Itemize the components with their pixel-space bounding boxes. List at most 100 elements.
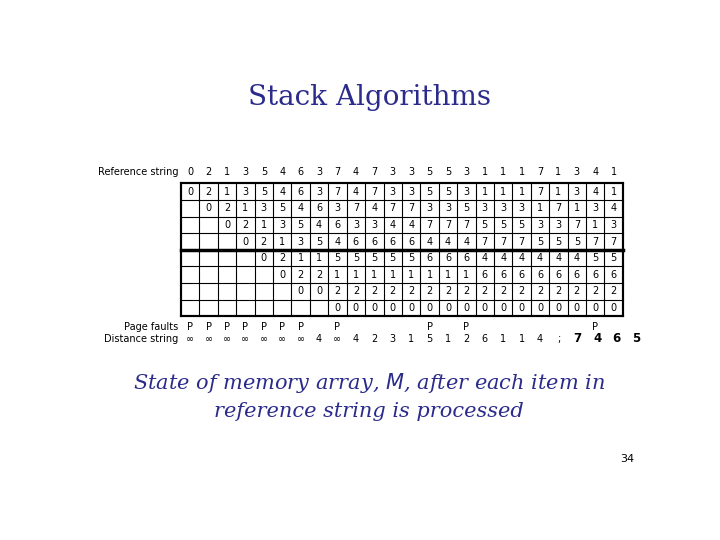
Text: 6: 6	[482, 270, 488, 280]
Text: 0: 0	[279, 270, 285, 280]
Text: 7: 7	[574, 220, 580, 230]
Text: 1: 1	[426, 270, 433, 280]
Text: 7: 7	[518, 237, 525, 247]
Text: 1: 1	[611, 167, 617, 178]
Text: 0: 0	[316, 286, 322, 296]
Text: P: P	[426, 322, 433, 332]
Text: reference string is processed: reference string is processed	[214, 402, 524, 422]
Text: 6: 6	[611, 270, 617, 280]
Text: 4: 4	[408, 220, 414, 230]
Text: 4: 4	[334, 237, 341, 247]
Text: 3: 3	[243, 187, 248, 197]
Text: 6: 6	[612, 332, 621, 345]
Text: 3: 3	[353, 220, 359, 230]
Text: 2: 2	[261, 237, 267, 247]
Text: 3: 3	[316, 187, 322, 197]
Text: 1: 1	[297, 253, 304, 263]
Text: 1: 1	[445, 334, 451, 344]
Text: 5: 5	[408, 253, 414, 263]
Text: 4: 4	[537, 253, 543, 263]
Text: 6: 6	[426, 253, 433, 263]
Text: P: P	[335, 322, 341, 332]
Text: 4: 4	[593, 187, 598, 197]
Text: ∞: ∞	[278, 334, 287, 344]
Text: 3: 3	[316, 167, 322, 178]
Text: 5: 5	[426, 167, 433, 178]
Text: 7: 7	[408, 203, 414, 213]
Text: 2: 2	[426, 286, 433, 296]
Text: 2: 2	[518, 286, 525, 296]
Text: 0: 0	[555, 303, 562, 313]
Text: 5: 5	[334, 253, 341, 263]
Text: ∞: ∞	[223, 334, 231, 344]
Text: P: P	[224, 322, 230, 332]
Text: 2: 2	[537, 286, 543, 296]
Text: 2: 2	[372, 286, 377, 296]
Text: 6: 6	[372, 237, 377, 247]
Text: State of memory array, $M$, after each item in: State of memory array, $M$, after each i…	[133, 371, 605, 395]
Text: 2: 2	[205, 167, 212, 178]
Text: 5: 5	[574, 237, 580, 247]
Text: 1: 1	[611, 187, 617, 197]
Text: 34: 34	[620, 454, 634, 464]
Text: 0: 0	[261, 253, 267, 263]
Text: 1: 1	[408, 334, 414, 344]
Text: 1: 1	[555, 167, 562, 178]
Text: 4: 4	[279, 187, 285, 197]
Text: 5: 5	[631, 332, 640, 345]
Text: 3: 3	[279, 220, 285, 230]
Text: 7: 7	[537, 167, 543, 178]
Text: 4: 4	[353, 187, 359, 197]
Text: 2: 2	[316, 270, 322, 280]
Text: 5: 5	[537, 237, 543, 247]
Text: 0: 0	[426, 303, 433, 313]
Text: 2: 2	[611, 286, 617, 296]
Bar	[181, 183, 623, 316]
Text: 0: 0	[187, 187, 193, 197]
Text: 2: 2	[297, 270, 304, 280]
Text: 5: 5	[445, 187, 451, 197]
Text: 2: 2	[390, 286, 396, 296]
Text: 3: 3	[390, 334, 396, 344]
Text: 3: 3	[574, 187, 580, 197]
Text: 1: 1	[261, 220, 267, 230]
Text: 3: 3	[408, 187, 414, 197]
Text: 6: 6	[555, 270, 562, 280]
Text: 5: 5	[592, 253, 598, 263]
Text: ∞: ∞	[241, 334, 249, 344]
Text: 0: 0	[500, 303, 506, 313]
Text: 3: 3	[334, 203, 341, 213]
Text: P: P	[464, 322, 469, 332]
Text: 2: 2	[372, 334, 377, 344]
Text: 4: 4	[593, 332, 601, 345]
Text: Page faults: Page faults	[124, 322, 178, 332]
Text: 0: 0	[334, 303, 341, 313]
Text: 6: 6	[537, 270, 543, 280]
Text: 5: 5	[316, 237, 322, 247]
Text: 7: 7	[334, 167, 341, 178]
Text: 2: 2	[463, 286, 469, 296]
Text: 7: 7	[574, 332, 582, 345]
Text: 7: 7	[592, 237, 598, 247]
Text: 5: 5	[555, 237, 562, 247]
Text: 1: 1	[224, 187, 230, 197]
Text: 7: 7	[372, 187, 377, 197]
Text: 1: 1	[224, 167, 230, 178]
Text: 4: 4	[316, 220, 322, 230]
Text: 0: 0	[243, 237, 248, 247]
Text: 6: 6	[353, 237, 359, 247]
Text: P: P	[206, 322, 212, 332]
Text: 4: 4	[537, 334, 543, 344]
Text: 4: 4	[518, 253, 525, 263]
Text: 3: 3	[243, 167, 248, 178]
Text: 3: 3	[297, 237, 304, 247]
Text: 3: 3	[445, 203, 451, 213]
Text: 4: 4	[316, 334, 322, 344]
Text: 5: 5	[463, 203, 469, 213]
Text: P: P	[261, 322, 267, 332]
Text: 0: 0	[205, 203, 212, 213]
Text: 4: 4	[593, 167, 598, 178]
Text: 5: 5	[426, 187, 433, 197]
Text: 3: 3	[500, 203, 506, 213]
Text: 0: 0	[463, 303, 469, 313]
